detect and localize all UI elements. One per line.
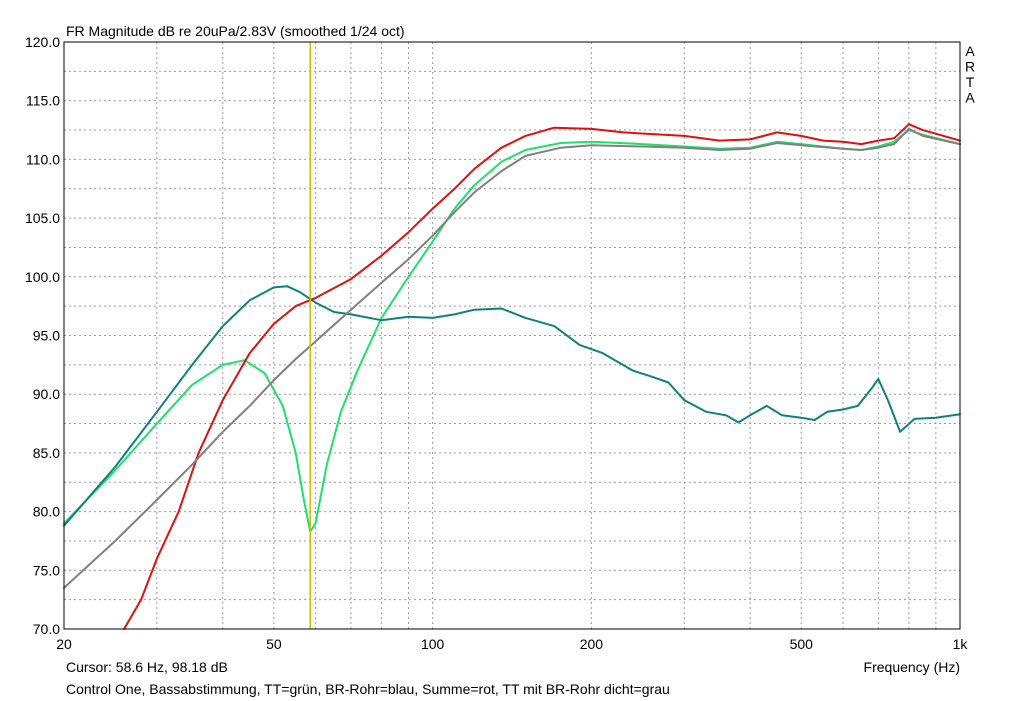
x-axis-ticks: 20 50 100 200 500 1k: [56, 636, 968, 652]
series-group: [63, 123, 961, 630]
y-tick-label: 85.0: [33, 445, 60, 461]
y-tick-label: 115.0: [26, 93, 60, 109]
x-tick-label: 20: [56, 636, 72, 652]
chart-title: FR Magnitude dB re 20uPa/2.83V (smoothed…: [66, 23, 405, 39]
y-tick-label: 80.0: [33, 504, 60, 520]
watermark-letter: A: [965, 43, 975, 59]
x-tick-label: 200: [580, 636, 604, 652]
x-tick-label: 100: [421, 636, 445, 652]
y-tick-label: 75.0: [33, 562, 60, 578]
y-tick-label: 120.0: [25, 34, 60, 50]
y-tick-label: 90.0: [33, 386, 60, 402]
series-line-3: [123, 123, 961, 630]
series-line-1: [63, 129, 961, 533]
series-line-4: [63, 127, 961, 589]
y-tick-label: 95.0: [33, 328, 60, 344]
series-line-2: [63, 285, 961, 527]
grid: [64, 42, 960, 629]
y-tick-label: 70.0: [33, 621, 60, 637]
cursor-readout: Cursor: 58.6 Hz, 98.18 dB: [66, 659, 228, 675]
y-tick-label: 105.0: [25, 210, 60, 226]
plot-frame: [63, 41, 961, 630]
x-axis-label: Frequency (Hz): [864, 659, 960, 675]
watermark-letter: A: [965, 90, 975, 106]
watermark-letter: R: [965, 59, 975, 75]
chart-caption: Control One, Bassabstimmung, TT=grün, BR…: [66, 681, 670, 697]
x-tick-label: 50: [266, 636, 282, 652]
y-axis-ticks: 120.0 115.0 110.0 105.0 100.0 95.0 90.0 85.0 80.…: [25, 34, 60, 637]
y-tick-label: 110.0: [26, 151, 60, 167]
x-tick-label: 1k: [953, 636, 969, 652]
x-tick-label: 500: [790, 636, 814, 652]
y-tick-label: 100.0: [25, 269, 60, 285]
watermark-letter: T: [966, 74, 975, 90]
